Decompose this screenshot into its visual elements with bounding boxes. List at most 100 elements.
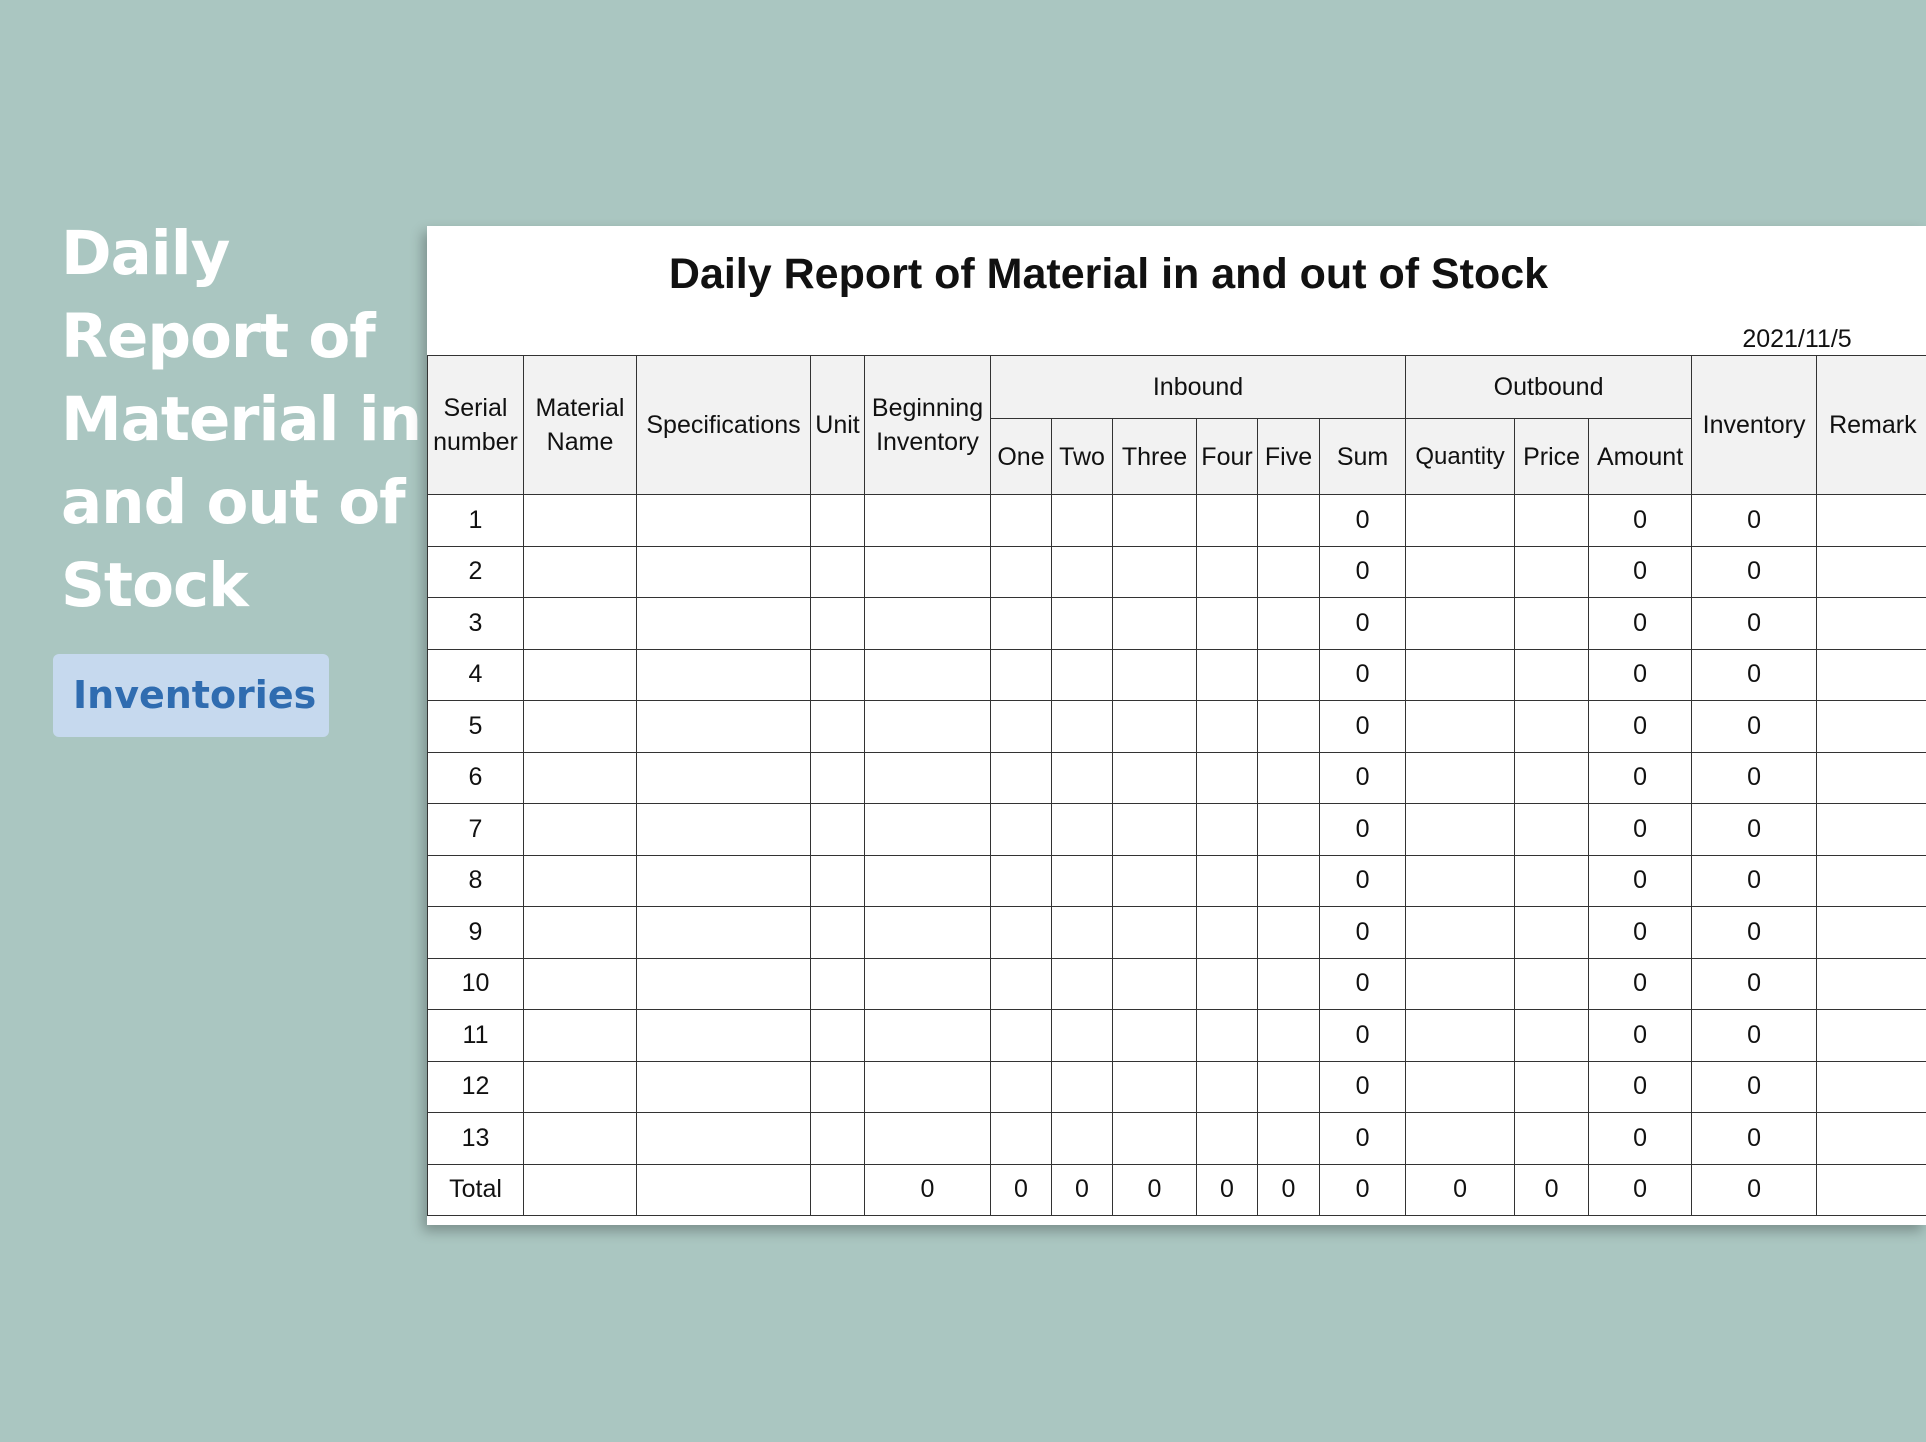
cell-quantity[interactable]: 0 [1405, 1163, 1516, 1216]
cell-quantity[interactable] [1405, 803, 1516, 856]
cell-amount[interactable]: 0 [1588, 494, 1693, 547]
cell-remark[interactable] [1816, 700, 1926, 753]
cell-price[interactable] [1514, 1112, 1590, 1165]
cell-specifications[interactable] [636, 597, 811, 650]
cell-two[interactable] [1051, 1112, 1113, 1165]
cell-four[interactable] [1196, 494, 1258, 547]
cell-remark[interactable] [1816, 751, 1926, 804]
cell-sum[interactable]: 0 [1318, 700, 1407, 753]
cell-specifications[interactable] [636, 648, 811, 701]
cell-serial[interactable]: 1 [427, 494, 524, 547]
cell-material-name[interactable] [523, 597, 637, 650]
cell-five[interactable] [1257, 1009, 1320, 1062]
cell-specifications[interactable] [636, 803, 811, 856]
cell-unit[interactable] [810, 1060, 865, 1113]
cell-beginning-inventory[interactable] [864, 648, 991, 701]
cell-serial[interactable]: 12 [427, 1060, 524, 1113]
cell-remark[interactable] [1816, 545, 1926, 598]
cell-remark[interactable] [1816, 597, 1926, 650]
cell-serial[interactable]: 10 [427, 957, 524, 1010]
cell-material-name[interactable] [523, 700, 637, 753]
cell-specifications[interactable] [636, 545, 811, 598]
cell-specifications[interactable] [636, 1009, 811, 1062]
cell-unit[interactable] [810, 751, 865, 804]
category-tag[interactable]: Inventories [53, 654, 329, 737]
cell-sum[interactable]: 0 [1318, 494, 1407, 547]
cell-quantity[interactable] [1405, 1060, 1516, 1113]
cell-serial[interactable]: 3 [427, 597, 524, 650]
cell-remark[interactable] [1816, 1163, 1926, 1216]
cell-unit[interactable] [810, 957, 865, 1010]
cell-two[interactable] [1051, 700, 1113, 753]
cell-inventory[interactable]: 0 [1691, 1112, 1818, 1165]
cell-five[interactable] [1257, 597, 1320, 650]
cell-quantity[interactable] [1405, 854, 1516, 907]
cell-remark[interactable] [1816, 648, 1926, 701]
cell-one[interactable] [990, 957, 1052, 1010]
cell-five[interactable] [1257, 494, 1320, 547]
cell-four[interactable] [1196, 957, 1258, 1010]
cell-inventory[interactable]: 0 [1691, 700, 1818, 753]
cell-sum[interactable]: 0 [1318, 1009, 1407, 1062]
cell-remark[interactable] [1816, 1060, 1926, 1113]
cell-remark[interactable] [1816, 1112, 1926, 1165]
cell-amount[interactable]: 0 [1588, 957, 1693, 1010]
cell-unit[interactable] [810, 494, 865, 547]
cell-quantity[interactable] [1405, 597, 1516, 650]
cell-price[interactable] [1514, 545, 1590, 598]
cell-amount[interactable]: 0 [1588, 1060, 1693, 1113]
cell-beginning-inventory[interactable]: 0 [864, 1163, 991, 1216]
cell-quantity[interactable] [1405, 545, 1516, 598]
cell-four[interactable] [1196, 854, 1258, 907]
cell-serial[interactable]: 7 [427, 803, 524, 856]
cell-beginning-inventory[interactable] [864, 1112, 991, 1165]
cell-amount[interactable]: 0 [1588, 1163, 1693, 1216]
cell-amount[interactable]: 0 [1588, 545, 1693, 598]
cell-three[interactable] [1112, 957, 1197, 1010]
cell-sum[interactable]: 0 [1318, 751, 1407, 804]
cell-one[interactable] [990, 1009, 1052, 1062]
cell-three[interactable] [1112, 854, 1197, 907]
cell-inventory[interactable]: 0 [1691, 1060, 1818, 1113]
cell-five[interactable] [1257, 700, 1320, 753]
cell-amount[interactable]: 0 [1588, 700, 1693, 753]
cell-amount[interactable]: 0 [1588, 906, 1693, 959]
cell-price[interactable] [1514, 906, 1590, 959]
cell-four[interactable] [1196, 803, 1258, 856]
cell-inventory[interactable]: 0 [1691, 545, 1818, 598]
cell-sum[interactable]: 0 [1318, 545, 1407, 598]
cell-specifications[interactable] [636, 751, 811, 804]
cell-unit[interactable] [810, 1163, 865, 1216]
cell-specifications[interactable] [636, 854, 811, 907]
cell-two[interactable] [1051, 1009, 1113, 1062]
cell-three[interactable] [1112, 597, 1197, 650]
cell-unit[interactable] [810, 1112, 865, 1165]
cell-two[interactable] [1051, 545, 1113, 598]
cell-specifications[interactable] [636, 957, 811, 1010]
cell-amount[interactable]: 0 [1588, 803, 1693, 856]
cell-unit[interactable] [810, 803, 865, 856]
cell-amount[interactable]: 0 [1588, 1009, 1693, 1062]
cell-amount[interactable]: 0 [1588, 854, 1693, 907]
cell-two[interactable] [1051, 1060, 1113, 1113]
cell-remark[interactable] [1816, 803, 1926, 856]
cell-remark[interactable] [1816, 494, 1926, 547]
cell-inventory[interactable]: 0 [1691, 648, 1818, 701]
cell-price[interactable] [1514, 700, 1590, 753]
cell-quantity[interactable] [1405, 906, 1516, 959]
cell-unit[interactable] [810, 545, 865, 598]
cell-material-name[interactable] [523, 1009, 637, 1062]
cell-material-name[interactable] [523, 1060, 637, 1113]
cell-material-name[interactable] [523, 494, 637, 547]
cell-two[interactable] [1051, 957, 1113, 1010]
cell-four[interactable] [1196, 906, 1258, 959]
cell-price[interactable] [1514, 1009, 1590, 1062]
cell-remark[interactable] [1816, 957, 1926, 1010]
cell-remark[interactable] [1816, 854, 1926, 907]
cell-four[interactable] [1196, 545, 1258, 598]
cell-one[interactable] [990, 803, 1052, 856]
cell-one[interactable] [990, 1060, 1052, 1113]
cell-material-name[interactable] [523, 648, 637, 701]
cell-five[interactable] [1257, 803, 1320, 856]
cell-three[interactable] [1112, 803, 1197, 856]
